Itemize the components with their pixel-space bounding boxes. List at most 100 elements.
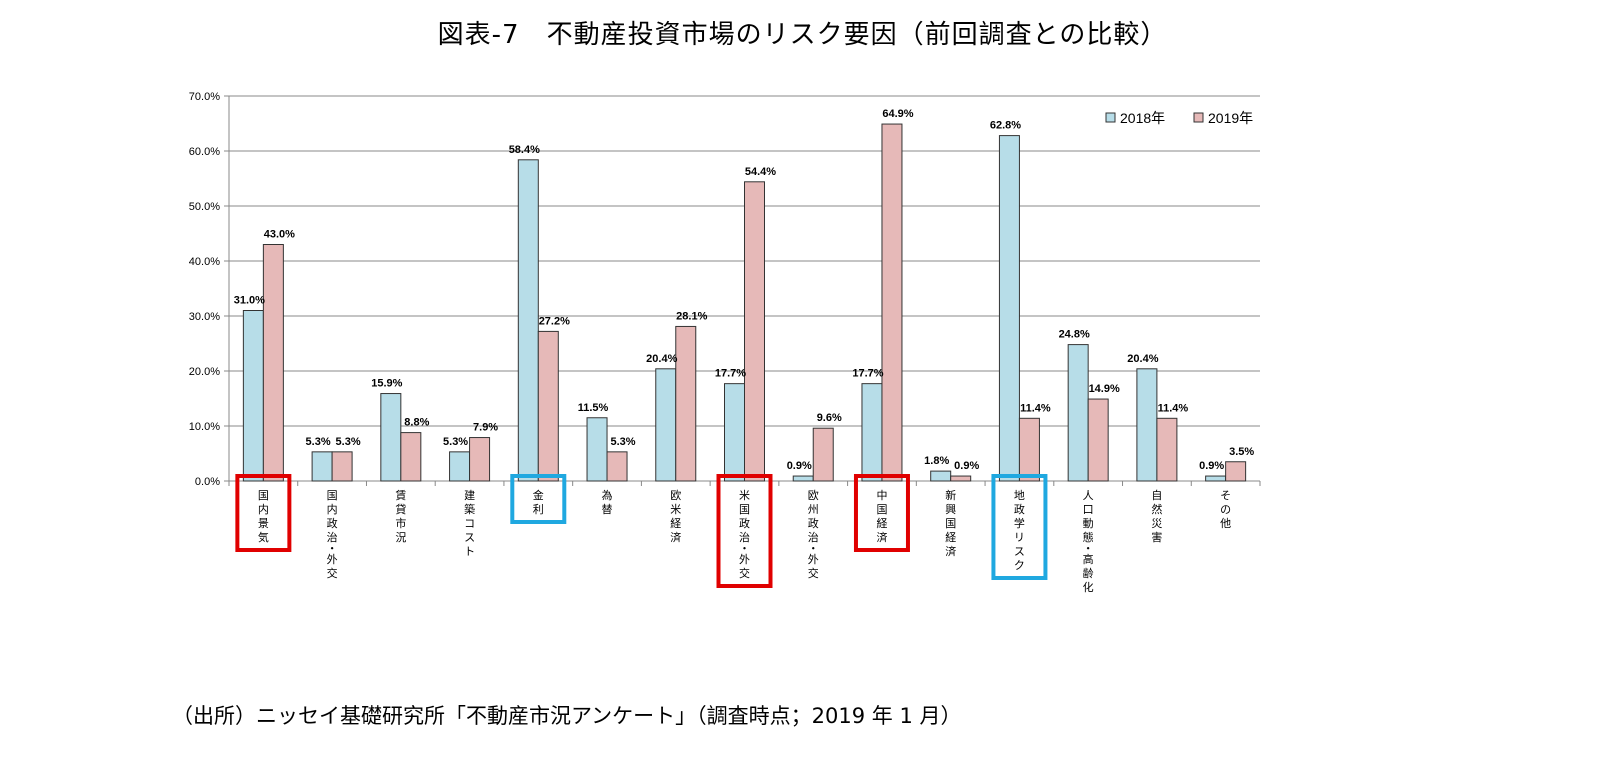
bar [998, 135, 1020, 482]
bar [950, 475, 972, 482]
bar [744, 181, 765, 482]
data-label: 62.8% [990, 120, 1021, 132]
bar [331, 451, 353, 482]
bar [262, 244, 284, 482]
bar [1067, 344, 1089, 482]
category-label: 国内景気 [258, 489, 269, 544]
bar [449, 451, 471, 482]
highlight-box [853, 474, 910, 552]
bar [675, 325, 697, 482]
y-tick-label: 20.0% [189, 366, 220, 378]
y-tick-label: 70.0% [189, 91, 220, 103]
data-label: 5.3% [336, 436, 361, 448]
highlight-box [716, 474, 773, 588]
y-tick-label: 50.0% [189, 201, 220, 213]
legend: 2018年 2019年 [1105, 110, 1253, 126]
highlight-boxes [235, 474, 1048, 588]
data-label: 17.7% [715, 368, 746, 380]
data-label: 15.9% [371, 378, 402, 390]
data-label: 7.9% [473, 422, 498, 434]
bar [311, 451, 333, 482]
category-label: 建築コスト [464, 488, 475, 558]
source-note: （出所）ニッセイ基礎研究所「不動産市況アンケート」（調査時点；2019 年 1 … [172, 704, 962, 728]
data-label: 0.9% [787, 460, 812, 472]
category-label: 欧州政治・外交 [808, 489, 819, 580]
category-label: 人口動態・高齢化 [1083, 489, 1094, 594]
bar [469, 437, 491, 482]
category-label: 中国経済 [876, 489, 887, 544]
y-tick-label: 40.0% [189, 256, 220, 268]
data-label: 5.3% [306, 436, 331, 448]
bar [930, 470, 952, 482]
data-label: 9.6% [817, 412, 842, 424]
category-label: 金利 [533, 488, 544, 516]
data-label: 27.2% [539, 315, 570, 327]
data-label: 5.3% [443, 436, 468, 448]
category-label: 為替 [602, 488, 613, 516]
data-label: 17.7% [852, 368, 883, 380]
bar [655, 368, 677, 482]
data-label: 0.9% [954, 460, 979, 472]
category-labels: 国内景気 国内政治・外交 賃貸市況 建築コスト 金利 為替 欧米経済 米国政治・外交 欧州政治・… [258, 488, 1231, 594]
legend-swatch [1193, 112, 1204, 123]
legend-label: 2019年 [1208, 110, 1253, 126]
data-label: 5.3% [610, 436, 635, 448]
bar [380, 393, 402, 482]
data-label: 11.4% [1020, 402, 1051, 414]
bar [792, 475, 814, 482]
data-label: 43.0% [264, 229, 295, 241]
bar [606, 451, 628, 482]
category-label: 賃貸市況 [395, 488, 406, 544]
category-label: 欧米経済 [670, 489, 681, 544]
bar [1087, 398, 1109, 482]
legend-label: 2018年 [1120, 110, 1165, 126]
bar [724, 383, 745, 482]
data-label: 11.4% [1158, 402, 1189, 414]
data-label: 3.5% [1229, 446, 1254, 458]
data-label: 58.4% [509, 144, 540, 156]
category-label: 新興国経済 [945, 488, 956, 558]
bar [812, 427, 834, 482]
category-label: その他 [1220, 489, 1231, 530]
data-label: 20.4% [646, 353, 677, 365]
bar [1156, 417, 1178, 482]
data-label: 31.0% [234, 295, 265, 307]
bar [881, 123, 903, 482]
bar [861, 383, 883, 482]
bar [537, 330, 559, 482]
data-label: 14.9% [1089, 383, 1120, 395]
data-labels: 31.0% 5.3% 15.9% 5.3% 58.4% 11.5% 20.4% 17.7% 0.… [234, 108, 1255, 472]
bar [517, 159, 539, 482]
data-label: 54.4% [745, 166, 776, 178]
category-label: 自然災害 [1151, 489, 1162, 544]
category-label: 地政学リスク [1014, 489, 1025, 572]
bar [1018, 417, 1040, 482]
data-label: 64.9% [882, 108, 913, 120]
bar [1136, 368, 1158, 482]
data-label: 20.4% [1127, 353, 1158, 365]
data-label: 1.8% [924, 455, 949, 467]
y-tick-label: 30.0% [189, 311, 220, 323]
bar [1205, 475, 1227, 482]
data-label: 11.5% [578, 402, 609, 414]
data-label: 24.8% [1059, 329, 1090, 341]
data-label: 8.8% [404, 417, 429, 429]
highlight-box [510, 474, 567, 524]
bar [1225, 461, 1247, 482]
bar [400, 432, 422, 482]
legend-swatch [1105, 112, 1116, 123]
bar [242, 310, 264, 482]
category-label: 国内政治・外交 [327, 489, 338, 580]
data-label: 0.9% [1199, 460, 1224, 472]
highlight-box [991, 474, 1048, 580]
bar [586, 417, 608, 482]
category-label: 米国政治・外交 [739, 489, 750, 580]
y-tick-label: 10.0% [189, 421, 220, 433]
y-tick-label: 60.0% [189, 146, 220, 158]
data-label: 28.1% [676, 310, 707, 322]
chart-title: 図表-7 不動産投資市場のリスク要因（前回調査との比較） [437, 20, 1168, 50]
bars [242, 123, 1247, 482]
highlight-box [235, 474, 292, 552]
y-tick-label: 0.0% [195, 476, 220, 488]
